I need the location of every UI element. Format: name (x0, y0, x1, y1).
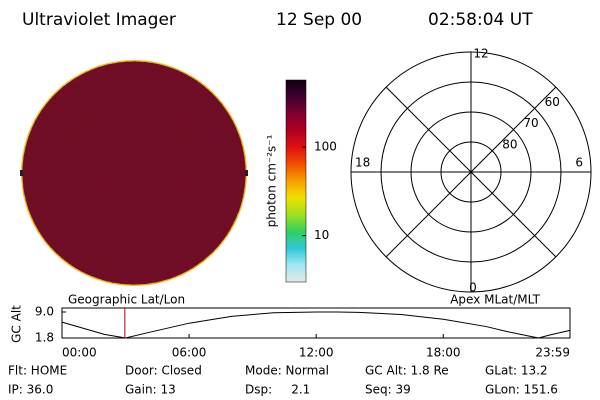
right-label: Apex MLat/MLT (450, 293, 540, 307)
status-field: Dsp: 2.1 (245, 383, 310, 397)
status-field: GC Alt: 1.8 Re (365, 364, 449, 378)
x-tick-label: 23:59 (535, 346, 570, 360)
date: 12 Sep 00 (276, 10, 362, 30)
instrument-title: Ultraviolet Imager (22, 10, 176, 30)
mlat-label: 60 (545, 95, 560, 109)
mlt-label: 0 (469, 281, 477, 295)
mlat-label: 80 (502, 137, 517, 151)
x-tick-label: 00:00 (62, 346, 97, 360)
imager-disk (20, 60, 248, 286)
status-field: Flt: HOME (8, 364, 67, 378)
status-field: Gain: 13 (125, 383, 176, 397)
status-field: GLon: 151.6 (485, 383, 558, 397)
y-tick-label: 9.0 (35, 305, 54, 319)
colorbar-tick-label: 10 (314, 228, 329, 242)
status-field: GLat: 13.2 (485, 364, 548, 378)
colorbar-label: photon cm⁻²s⁻¹ (265, 134, 279, 227)
y-axis-label: GC Alt (10, 305, 24, 343)
status-field: Door: Closed (125, 364, 202, 378)
altitude-plot: Geographic Lat/Lon Apex MLat/MLT GC Alt 1.8… (10, 293, 571, 360)
x-tick-label: 18:00 (426, 346, 461, 360)
y-tick-label: 1.8 (35, 331, 54, 345)
status-field: Mode: Normal (245, 364, 329, 378)
mlat-label: 70 (523, 116, 538, 130)
status-field: Seq: 39 (365, 383, 411, 397)
polar-spoke (385, 86, 557, 258)
left-label: Geographic Lat/Lon (68, 293, 185, 307)
colorbar: 10 100 photon cm⁻²s⁻¹ (265, 79, 337, 283)
colorbar-tick-label: 100 (314, 140, 337, 154)
x-tick-label: 06:00 (172, 346, 207, 360)
colorbar-scale (285, 79, 307, 283)
mlt-label: 6 (575, 156, 583, 170)
mlt-label: 12 (473, 47, 488, 61)
mlt-label: 18 (355, 156, 370, 170)
x-tick-label: 12:00 (299, 346, 334, 360)
status-field: IP: 36.0 (8, 383, 53, 397)
time: 02:58:04 UT (428, 10, 533, 30)
altitude-curve (61, 311, 571, 339)
status-panel: Flt: HOME Door: Closed Mode: Normal GC Alt:… (8, 364, 558, 397)
